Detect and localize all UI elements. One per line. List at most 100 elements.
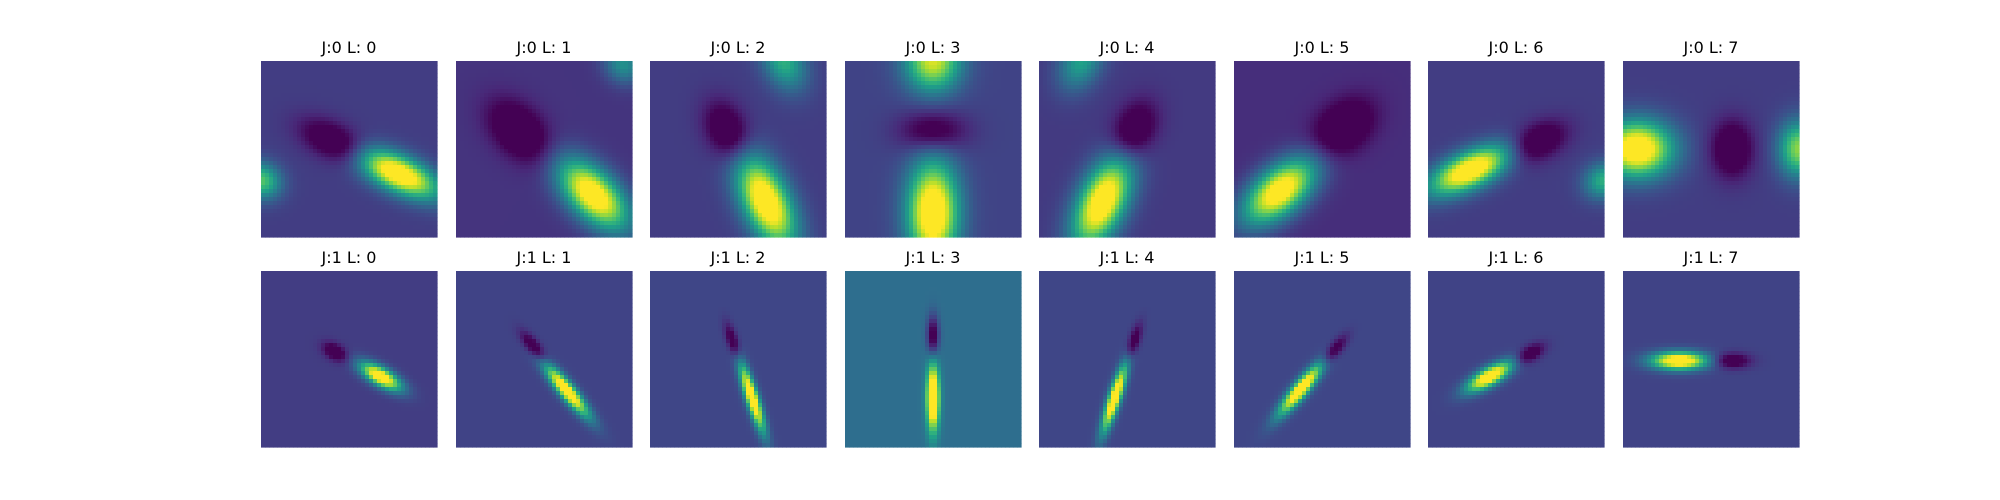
heatmap-cell	[401, 209, 406, 214]
heatmap-cell	[604, 213, 609, 218]
heatmap-cell	[472, 213, 477, 218]
heatmap-cell	[810, 129, 815, 134]
heatmap-cell	[702, 141, 707, 146]
heatmap-cell	[822, 65, 827, 70]
heatmap-cell	[722, 61, 727, 66]
heatmap-cell	[337, 181, 342, 186]
heatmap-cell	[620, 173, 625, 178]
heatmap-cell	[468, 113, 473, 118]
heatmap-cell	[608, 145, 613, 150]
heatmap-cell	[520, 193, 525, 198]
heatmap-cell	[417, 93, 422, 98]
heatmap-cell	[536, 201, 541, 206]
heatmap-cell	[357, 125, 362, 130]
heatmap-cell	[285, 81, 290, 86]
heatmap-cell	[714, 113, 719, 118]
heatmap-cell	[782, 117, 787, 122]
heatmap-cell	[544, 61, 549, 66]
heatmap-cell	[460, 93, 465, 98]
heatmap-cell	[484, 125, 489, 130]
heatmap-cell	[512, 81, 517, 86]
heatmap-cell	[460, 125, 465, 130]
heatmap-cell	[265, 97, 270, 102]
heatmap-cell	[520, 189, 525, 194]
heatmap-cell	[682, 145, 687, 150]
heatmap-cell	[686, 93, 691, 98]
heatmap-cell	[628, 113, 633, 118]
heatmap-cell	[325, 181, 330, 186]
heatmap-cell	[293, 121, 298, 126]
heatmap-cell	[596, 125, 601, 130]
heatmap-cell	[802, 141, 807, 146]
heatmap-cell	[778, 73, 783, 78]
heatmap-cell	[353, 101, 358, 106]
heatmap-cell	[480, 217, 485, 222]
heatmap-cell	[385, 81, 390, 86]
heatmap-cell	[814, 93, 819, 98]
heatmap-cell	[261, 133, 266, 138]
heatmap-cell	[608, 217, 613, 222]
heatmap-cell	[480, 81, 485, 86]
heatmap-cell	[261, 209, 266, 214]
heatmap-cell	[261, 165, 266, 170]
heatmap-cell	[702, 93, 707, 98]
heatmap-cell	[710, 133, 715, 138]
heatmap-cell	[480, 125, 485, 130]
heatmap-cell	[460, 161, 465, 166]
heatmap-cell	[321, 213, 326, 218]
heatmap-cell	[277, 113, 282, 118]
heatmap-cell	[496, 65, 501, 70]
heatmap-cell	[353, 233, 358, 238]
heatmap-cell	[389, 101, 394, 106]
heatmap-cell	[393, 173, 398, 178]
heatmap-cell	[580, 137, 585, 142]
heatmap-cell	[786, 125, 791, 130]
heatmap-cell	[758, 133, 763, 138]
heatmap-cell	[409, 229, 414, 234]
heatmap-cell	[532, 141, 537, 146]
heatmap-cell	[409, 137, 414, 142]
heatmap-cell	[674, 149, 679, 154]
heatmap-cell	[540, 73, 545, 78]
heatmap-cell	[600, 161, 605, 166]
heatmap-cell	[377, 61, 382, 66]
heatmap-cell	[690, 89, 695, 94]
heatmap-cell	[576, 113, 581, 118]
heatmap-cell	[798, 125, 803, 130]
heatmap-cell	[381, 213, 386, 218]
heatmap-cell	[628, 213, 633, 218]
heatmap-cell	[429, 209, 434, 214]
heatmap-cell	[620, 93, 625, 98]
heatmap-cell	[666, 141, 671, 146]
heatmap-cell	[604, 65, 609, 70]
heatmap-cell	[532, 121, 537, 126]
heatmap-cell	[658, 65, 663, 70]
heatmap-cell	[512, 169, 517, 174]
heatmap-cell	[604, 101, 609, 106]
heatmap-cell	[714, 145, 719, 150]
heatmap-cell	[480, 161, 485, 166]
heatmap-cell	[710, 161, 715, 166]
heatmap-cell	[596, 177, 601, 182]
heatmap-cell	[520, 125, 525, 130]
heatmap-cell	[500, 165, 505, 170]
heatmap-cell	[568, 61, 573, 66]
heatmap-cell	[524, 205, 529, 210]
heatmap-cell	[464, 205, 469, 210]
heatmap-cell	[429, 217, 434, 222]
heatmap-cell	[738, 145, 743, 150]
heatmap-cell	[329, 89, 334, 94]
heatmap-cell	[317, 69, 322, 74]
heatmap-cell	[353, 205, 358, 210]
heatmap-cell	[524, 109, 529, 114]
heatmap-cell	[413, 181, 418, 186]
heatmap-cell	[289, 201, 294, 206]
heatmap-cell	[690, 69, 695, 74]
heatmap-cell	[261, 61, 266, 66]
heatmap-cell	[508, 157, 513, 162]
heatmap-cell	[341, 69, 346, 74]
heatmap-cell	[389, 181, 394, 186]
heatmap-cell	[802, 125, 807, 130]
heatmap-cell	[734, 145, 739, 150]
heatmap-cell	[496, 121, 501, 126]
